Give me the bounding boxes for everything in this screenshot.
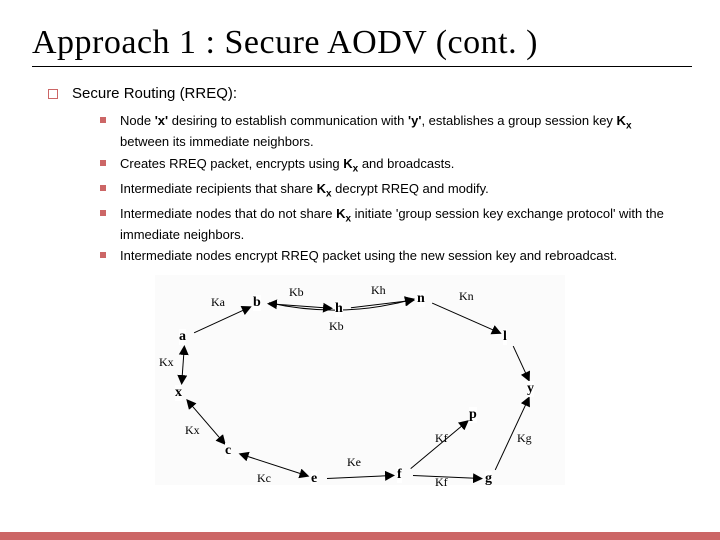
list-item: Creates RREQ packet, encrypts using Kx a… xyxy=(100,155,680,176)
edge-label: Kx xyxy=(159,355,174,370)
bullet-list: Node 'x' desiring to establish communica… xyxy=(100,112,680,265)
footer-accent-bar xyxy=(0,532,720,540)
diagram-node: l xyxy=(503,329,507,345)
diagram-node: y xyxy=(527,381,534,397)
diagram-edge xyxy=(241,454,308,476)
section: Secure Routing (RREQ): Node 'x' desiring… xyxy=(48,85,680,265)
slide-title: Approach 1 : Secure AODV (cont. ) xyxy=(32,24,680,62)
edge-label: Ka xyxy=(211,295,225,310)
diagram-edge xyxy=(432,303,500,333)
edge-label: Kn xyxy=(459,289,474,304)
bullet-fill-icon xyxy=(100,160,106,166)
diagram-node: h xyxy=(335,301,343,317)
section-row: Secure Routing (RREQ): xyxy=(48,85,680,102)
diagram-node: c xyxy=(225,443,231,459)
edge-label: Kg xyxy=(517,431,532,446)
list-item-text: Node 'x' desiring to establish communica… xyxy=(120,112,680,151)
bullet-fill-icon xyxy=(100,185,106,191)
diagram-edge xyxy=(194,307,250,333)
diagram-edge xyxy=(513,346,529,380)
diagram-node: b xyxy=(253,295,261,311)
diagram-node: g xyxy=(485,471,492,487)
edge-label: Kc xyxy=(257,471,271,486)
diagram-edge xyxy=(182,347,185,383)
edge-label: Kf xyxy=(435,431,448,446)
bullet-fill-icon xyxy=(100,210,106,216)
list-item-text: Creates RREQ packet, encrypts using Kx a… xyxy=(120,155,454,176)
edge-label: Kf xyxy=(435,475,448,490)
diagram-node: f xyxy=(397,467,402,483)
bullet-open-icon xyxy=(48,89,58,99)
list-item-text: Intermediate nodes that do not share Kx … xyxy=(120,205,680,244)
edge-label: Kx xyxy=(185,423,200,438)
edge-label: Kb xyxy=(329,319,344,334)
list-item: Intermediate nodes encrypt RREQ packet u… xyxy=(100,247,680,265)
diagram-node: x xyxy=(175,385,182,401)
diagram-node: a xyxy=(179,329,186,345)
diagram-node: e xyxy=(311,471,317,487)
list-item-text: Intermediate nodes encrypt RREQ packet u… xyxy=(120,247,617,265)
list-item: Node 'x' desiring to establish communica… xyxy=(100,112,680,151)
section-label: Secure Routing (RREQ): xyxy=(72,85,237,102)
diagram-node: n xyxy=(417,291,425,307)
bullet-fill-icon xyxy=(100,117,106,123)
diagram-edge xyxy=(327,475,393,478)
edge-label: Kh xyxy=(371,283,386,298)
diagram-container: abhnlxcefgpyKaKbKhKnKbKxKxKcKeKfKfKg xyxy=(40,275,680,485)
edge-label: Kb xyxy=(289,285,304,300)
list-item: Intermediate recipients that share Kx de… xyxy=(100,180,680,201)
list-item: Intermediate nodes that do not share Kx … xyxy=(100,205,680,244)
title-rule xyxy=(32,66,692,67)
bullet-fill-icon xyxy=(100,252,106,258)
network-diagram: abhnlxcefgpyKaKbKhKnKbKxKxKcKeKfKfKg xyxy=(155,275,565,485)
diagram-node: p xyxy=(469,407,477,423)
list-item-text: Intermediate recipients that share Kx de… xyxy=(120,180,489,201)
edge-label: Ke xyxy=(347,455,361,470)
slide: Approach 1 : Secure AODV (cont. ) Secure… xyxy=(0,0,720,540)
